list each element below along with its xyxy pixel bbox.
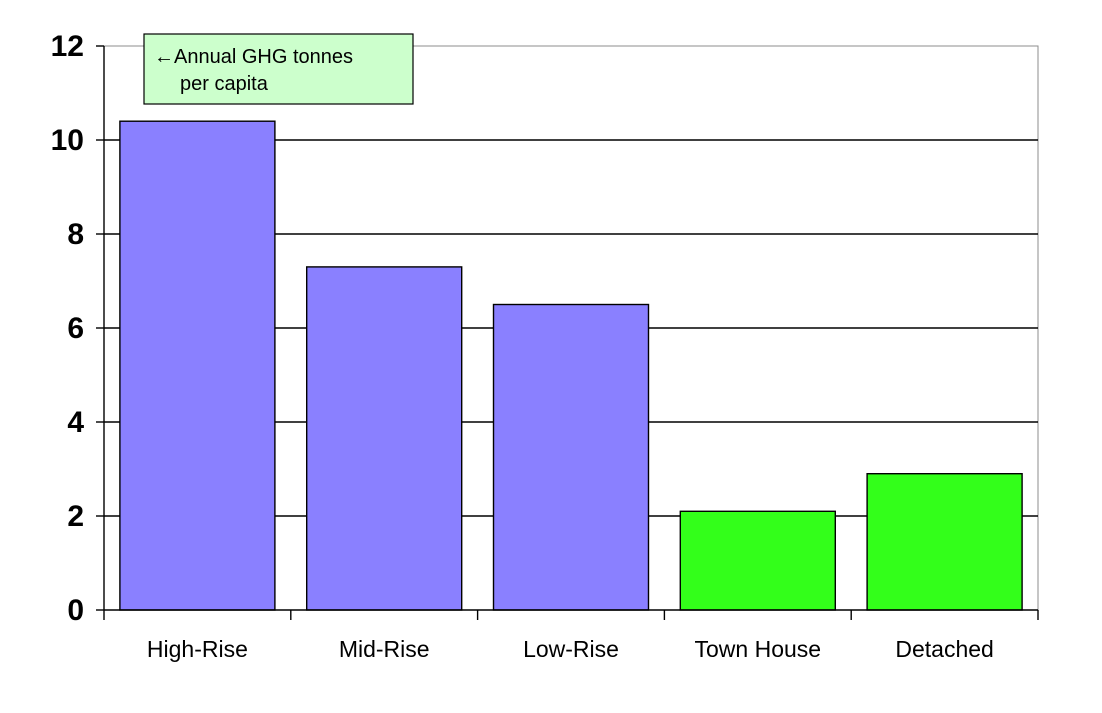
y-tick-label-6: 6 bbox=[67, 312, 84, 345]
annotation-box: ←Annual GHG tonnes per capita bbox=[143, 33, 414, 105]
x-tick-label-low-rise: Low-Rise bbox=[523, 636, 619, 662]
y-tick-label-0: 0 bbox=[67, 594, 84, 627]
bars bbox=[119, 120, 1023, 611]
bar-high-rise bbox=[119, 120, 276, 611]
bar-mid-rise bbox=[306, 266, 463, 611]
y-tick-label-12: 12 bbox=[51, 30, 84, 63]
x-tick-label-town-house: Town House bbox=[695, 636, 822, 662]
annotation-line-1: ←Annual GHG tonnes bbox=[154, 46, 353, 68]
annotation-line-2: per capita bbox=[180, 73, 269, 95]
x-tick-label-mid-rise: Mid-Rise bbox=[339, 636, 430, 662]
bar-low-rise bbox=[492, 303, 650, 611]
y-tick-labels: 0 2 4 6 8 10 12 bbox=[51, 30, 85, 627]
y-tick-label-10: 10 bbox=[51, 124, 84, 157]
annotation-background bbox=[143, 33, 414, 105]
axes bbox=[96, 45, 1039, 620]
x-tick-label-high-rise: High-Rise bbox=[147, 636, 248, 662]
x-tick-labels: High-Rise Mid-Rise Low-Rise Town House Detac… bbox=[147, 636, 994, 662]
y-tick-label-8: 8 bbox=[67, 218, 84, 251]
bar-detached bbox=[866, 473, 1023, 611]
y-tick-label-2: 2 bbox=[67, 500, 84, 533]
y-tick-label-4: 4 bbox=[67, 406, 84, 439]
bar-town-house bbox=[679, 510, 836, 611]
x-tick-label-detached: Detached bbox=[895, 636, 993, 662]
